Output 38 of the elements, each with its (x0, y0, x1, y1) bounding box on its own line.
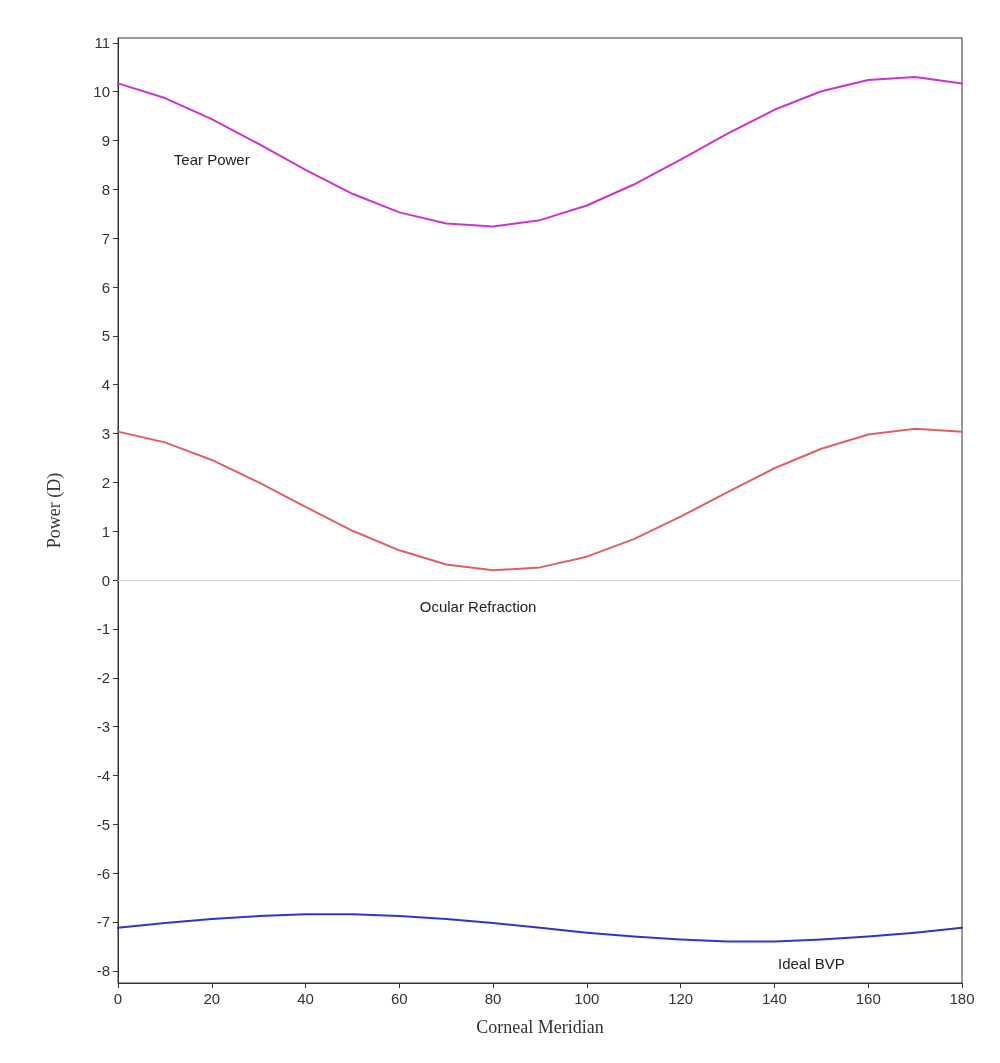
x-tick-label: 0 (113, 990, 123, 1007)
y-tick-label: 10 (93, 83, 110, 101)
line-series (117, 427, 963, 572)
x-tick-label: 80 (484, 990, 502, 1007)
y-tick-label: 1 (101, 522, 110, 540)
y-tick-label: 8 (101, 180, 110, 198)
x-axis-title: Corneal Meridian (476, 1017, 604, 1037)
y-axis-title: Power (D) (44, 472, 65, 549)
series-label: Ideal BVP (777, 955, 845, 973)
x-tick-label: 180 (949, 990, 975, 1007)
y-tick-label: 2 (101, 473, 110, 491)
line-series (117, 76, 963, 228)
x-tick-label: 40 (297, 990, 314, 1007)
y-tick-label: 5 (101, 327, 110, 345)
y-tick-label: -6 (96, 864, 110, 882)
x-tick-label: 160 (855, 990, 881, 1007)
x-tick-label: 60 (390, 990, 408, 1007)
y-tick-label: -5 (96, 815, 110, 833)
y-tick-label: -1 (96, 620, 110, 638)
y-tick-label: 0 (101, 571, 110, 589)
y-tick-label: -4 (96, 766, 110, 784)
y-tick-label: 9 (101, 132, 110, 150)
line-series (117, 913, 963, 943)
y-tick-label: -2 (96, 669, 110, 687)
y-tick-label: 3 (101, 425, 110, 443)
x-tick-label: 100 (574, 990, 600, 1007)
x-tick-label: 20 (203, 990, 221, 1007)
y-tick-label: 4 (101, 376, 110, 394)
y-tick-label: -8 (96, 962, 110, 980)
x-tick-label: 140 (761, 990, 787, 1007)
series-label: Tear Power (173, 150, 250, 168)
x-tick-label: 120 (668, 990, 694, 1007)
text: Ocular Refraction (419, 597, 537, 615)
y-tick-label: 7 (101, 229, 110, 247)
y-tick-label: -3 (96, 718, 110, 736)
y-tick-label: 11 (94, 34, 110, 52)
y-tick-label: 6 (101, 278, 110, 296)
y-tick-label: -7 (96, 913, 110, 931)
